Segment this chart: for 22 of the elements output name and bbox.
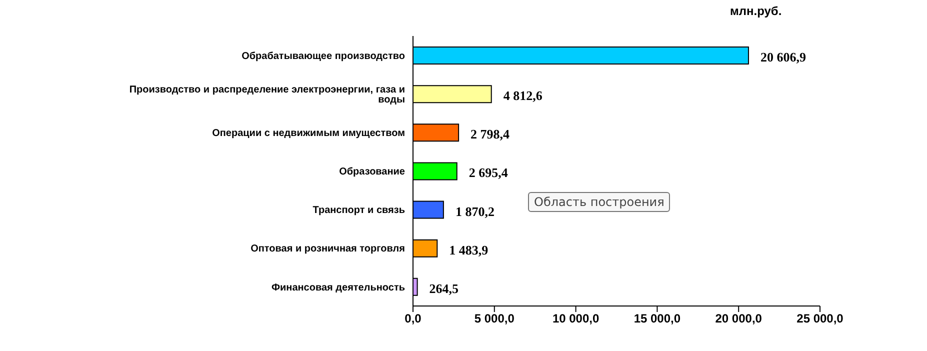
data-label: 264,5 xyxy=(429,280,460,296)
data-label: 2 695,4 xyxy=(468,165,508,180)
y-tick-label: Транспорт и связь xyxy=(312,205,405,216)
x-tick-label: 5 000,0 xyxy=(474,312,515,326)
y-tick-label: Образование xyxy=(339,166,406,178)
x-tick-label: 15 000,0 xyxy=(634,312,681,326)
chart-title: млн.руб. xyxy=(730,4,782,18)
x-tick-label: 10 000,0 xyxy=(552,312,600,326)
y-tick-label: Операции с недвижимым имуществом xyxy=(212,128,405,139)
data-label: 1 870,2 xyxy=(455,204,494,219)
x-tick-label: 25 000,0 xyxy=(796,312,844,326)
data-label: 4 812,6 xyxy=(503,88,543,104)
data-label: 1 483,9 xyxy=(449,242,489,258)
y-tick-label: Производство и распределение электроэнергии, газа и воды xyxy=(129,84,405,106)
y-tick-label: Финансовая деятельность xyxy=(271,282,405,294)
data-label: 2 798,4 xyxy=(470,126,510,142)
y-tick-label: Обрабатывающее производство xyxy=(242,50,405,62)
y-tick-label: Оптовая и розничная торговля xyxy=(250,244,406,255)
x-tick-label: 20 000,0 xyxy=(715,312,762,326)
x-tick-label: 0,0 xyxy=(404,312,422,326)
data-label: 20 606,9 xyxy=(760,50,806,64)
annotation: Область построения xyxy=(528,192,670,212)
